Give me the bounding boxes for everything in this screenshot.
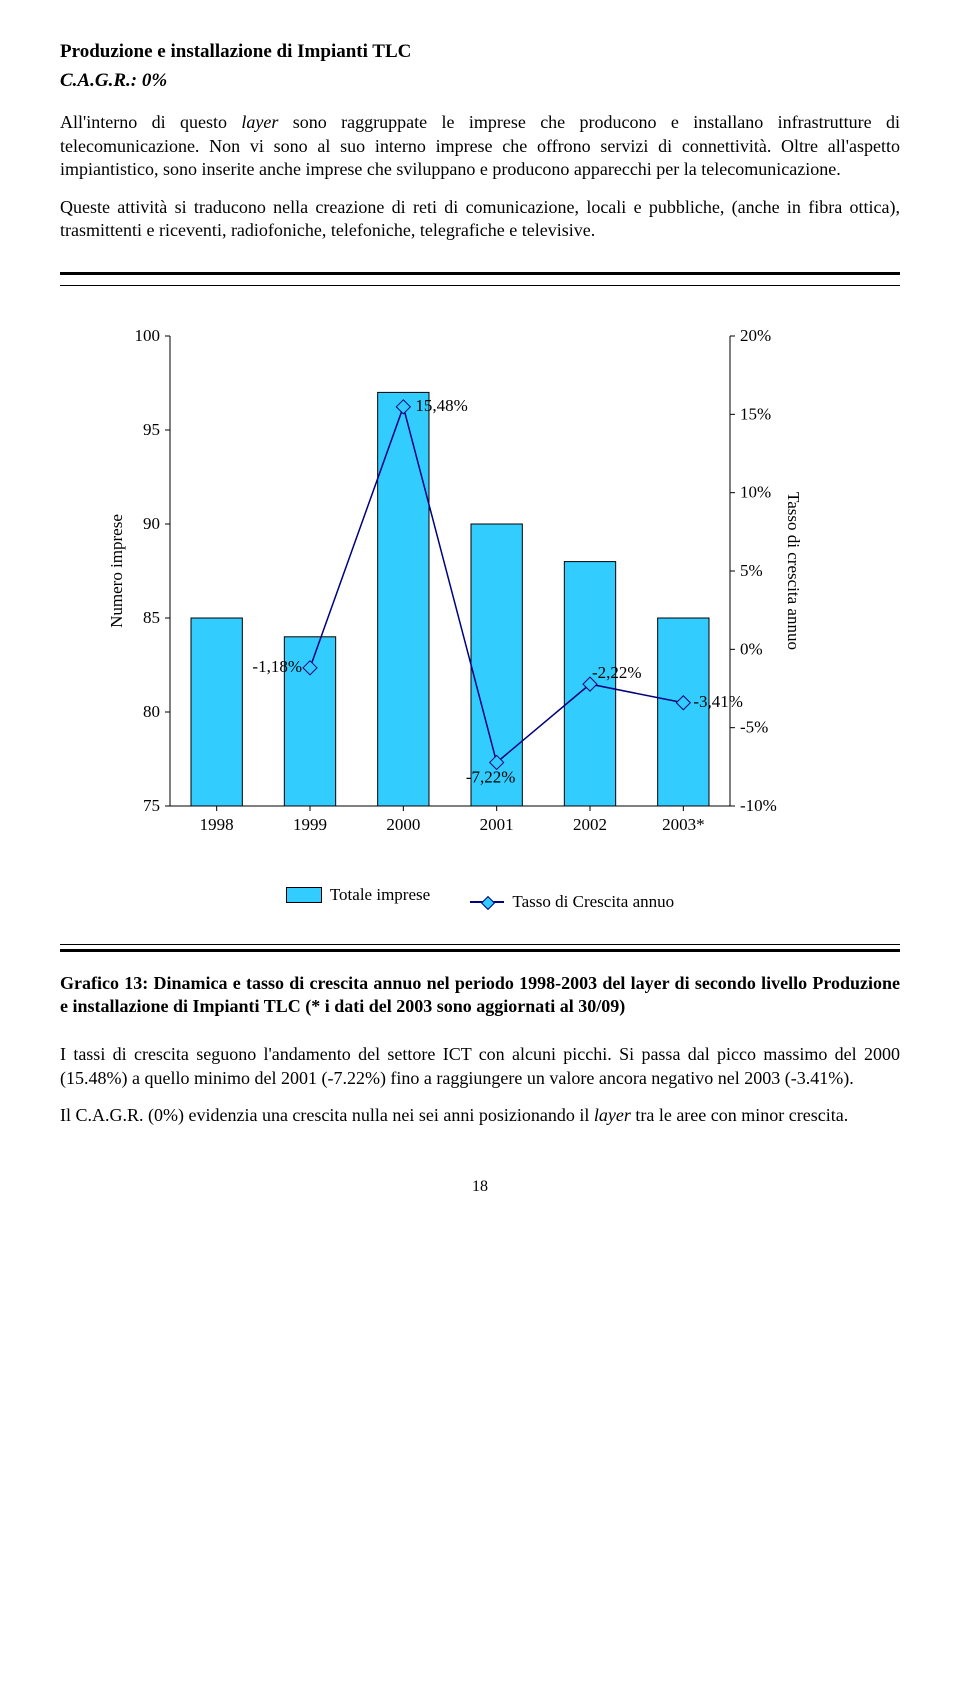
svg-text:Tasso di crescita annuo: Tasso di crescita annuo [784, 492, 803, 650]
svg-text:-7,22%: -7,22% [466, 768, 516, 787]
svg-text:-3,41%: -3,41% [693, 692, 743, 711]
chart-svg: 75 80 85 90 95 100 -10% -5% 0% 5% 10% 15% 20% 1998 199… [100, 316, 860, 866]
after-paragraph-2: Il C.A.G.R. (0%) evidenzia una crescita … [60, 1104, 900, 1127]
svg-text:95: 95 [143, 420, 160, 439]
svg-text:-10%: -10% [740, 796, 777, 815]
svg-text:2002: 2002 [573, 815, 607, 834]
divider-bot-thick [60, 949, 900, 952]
legend-item-line: Tasso di Crescita annuo [470, 891, 674, 913]
svg-text:-1,18%: -1,18% [252, 657, 302, 676]
caption-text: Grafico 13: Dinamica e tasso di crescita… [60, 973, 900, 1016]
chart-caption: Grafico 13: Dinamica e tasso di crescita… [60, 972, 900, 1019]
legend-swatch-bar [286, 887, 322, 903]
legend-swatch-line [470, 901, 504, 903]
p1-italic: layer [241, 112, 278, 132]
svg-text:15,48%: 15,48% [415, 396, 467, 415]
svg-text:10%: 10% [740, 483, 771, 502]
intro-paragraph-2: Queste attività si traducono nella creaz… [60, 196, 900, 243]
cagr-value: C.A.G.R.: 0% [60, 69, 900, 94]
svg-text:20%: 20% [740, 326, 771, 345]
svg-text:80: 80 [143, 702, 160, 721]
chart-container: 75 80 85 90 95 100 -10% -5% 0% 5% 10% 15% 20% 1998 199… [100, 316, 860, 913]
svg-text:2003*: 2003* [662, 815, 705, 834]
svg-text:1998: 1998 [200, 815, 234, 834]
legend-item-bar: Totale imprese [286, 884, 430, 906]
p2-text-b: tra le aree con minor crescita. [631, 1105, 848, 1125]
svg-text:-2,22%: -2,22% [592, 663, 642, 682]
legend-label-line: Tasso di Crescita annuo [512, 891, 674, 913]
svg-text:15%: 15% [740, 405, 771, 424]
p2-italic: layer [594, 1105, 631, 1125]
intro-paragraph-1: All'interno di questo layer sono raggrup… [60, 111, 900, 181]
svg-text:-5%: -5% [740, 718, 768, 737]
page-number: 18 [60, 1177, 900, 1198]
svg-text:2000: 2000 [386, 815, 420, 834]
svg-text:85: 85 [143, 608, 160, 627]
svg-text:100: 100 [135, 326, 161, 345]
svg-text:Numero imprese: Numero imprese [107, 514, 126, 628]
p2-text-a: Il C.A.G.R. (0%) evidenzia una crescita … [60, 1105, 594, 1125]
svg-text:2001: 2001 [480, 815, 514, 834]
svg-text:90: 90 [143, 514, 160, 533]
svg-text:75: 75 [143, 796, 160, 815]
chart-legend: Totale imprese Tasso di Crescita annuo [100, 872, 860, 913]
svg-text:1999: 1999 [293, 815, 327, 834]
divider-bot-thin [60, 944, 900, 945]
divider-top-thin [60, 285, 900, 286]
divider-top-thick [60, 272, 900, 275]
after-paragraph-1: I tassi di crescita seguono l'andamento … [60, 1043, 900, 1090]
page-title: Produzione e installazione di Impianti T… [60, 40, 900, 65]
legend-label-bar: Totale imprese [330, 884, 430, 906]
svg-text:5%: 5% [740, 561, 763, 580]
p1-text-a: All'interno di questo [60, 112, 241, 132]
svg-text:0%: 0% [740, 640, 763, 659]
